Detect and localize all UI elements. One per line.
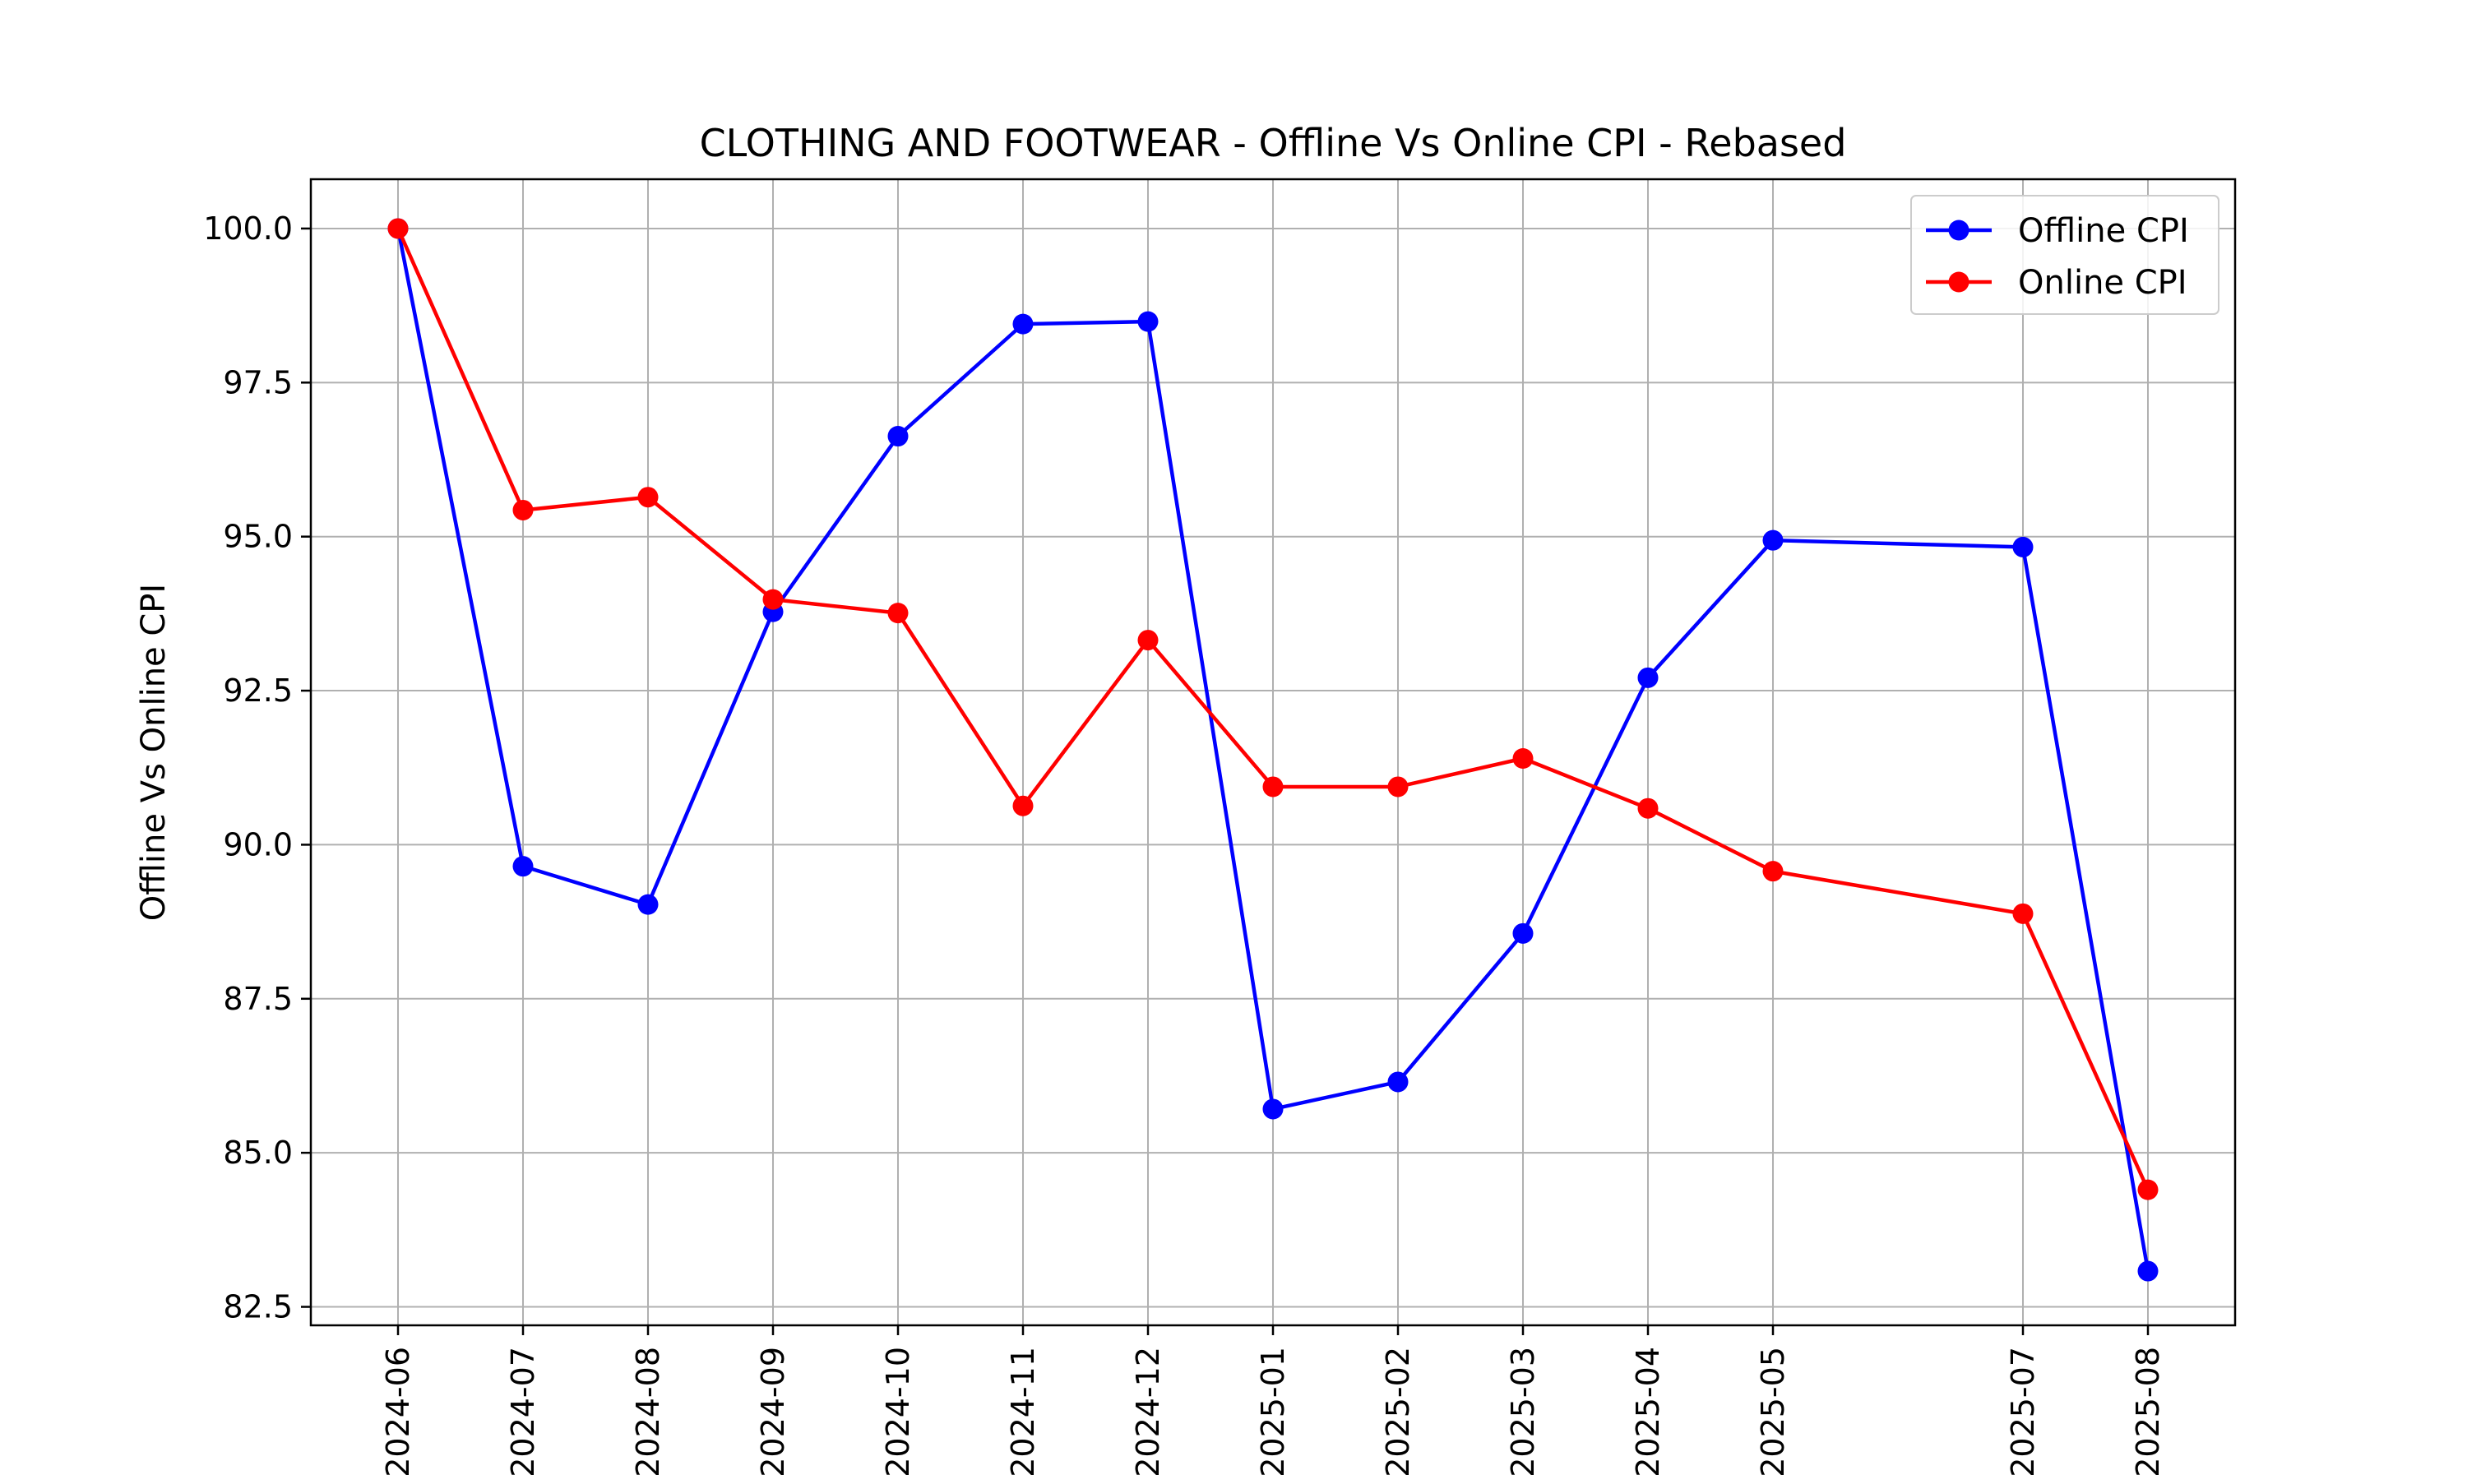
offline-cpi-point (1137, 311, 1159, 332)
offline-cpi-point (1262, 1098, 1284, 1120)
y-axis-label: Offline Vs Online CPI (135, 584, 173, 921)
y-tick-label: 90.0 (223, 826, 293, 862)
online-cpi-point (1512, 747, 1534, 769)
online-cpi-point (2012, 903, 2034, 924)
x-tick-label: 2024-08 (630, 1347, 666, 1477)
legend-offline-cpi-marker (1948, 220, 1969, 241)
online-cpi-point (1762, 861, 1784, 882)
x-tick-label: 2024-10 (880, 1347, 916, 1477)
x-tick-label: 2025-05 (1755, 1347, 1791, 1477)
legend-online-cpi-marker (1948, 271, 1969, 293)
y-tick-label: 85.0 (223, 1135, 293, 1171)
online-cpi-point (1387, 776, 1409, 797)
online-cpi-point (2137, 1179, 2159, 1200)
online-cpi-point (1137, 630, 1159, 651)
y-tick-label: 87.5 (223, 981, 293, 1017)
offline-cpi-point (2137, 1260, 2159, 1282)
legend-offline-cpi-label: Offline CPI (2018, 212, 2189, 250)
offline-cpi-point (1512, 922, 1534, 944)
online-cpi-point (387, 218, 409, 239)
y-tick-label: 95.0 (223, 519, 293, 555)
offline-cpi-point (2012, 536, 2034, 557)
axis-ticks: 2024-06 2024-07 2024-08 2024-09 2024-10 2024-… (203, 210, 2166, 1477)
y-tick-label: 97.5 (223, 364, 293, 400)
chart-legend: Offline CPI Online CPI (1910, 195, 2219, 315)
offline-cpi-point (1762, 529, 1784, 551)
online-cpi-point (762, 589, 784, 610)
x-tick-label: 2025-03 (1505, 1347, 1541, 1477)
x-tick-label: 2025-07 (2005, 1347, 2041, 1477)
offline-cpi-point (637, 894, 659, 915)
x-tick-label: 2025-08 (2130, 1347, 2166, 1477)
legend-box (1910, 195, 2219, 315)
offline-cpi-point (512, 856, 534, 877)
offline-cpi-point (1012, 313, 1034, 335)
offline-cpi-point (887, 426, 909, 447)
x-tick-label: 2024-07 (505, 1347, 541, 1477)
online-cpi-point (887, 603, 909, 624)
offline-cpi-point (1387, 1071, 1409, 1093)
online-cpi-point (637, 487, 659, 508)
y-tick-label: 82.5 (223, 1289, 293, 1325)
online-cpi-point (1262, 776, 1284, 797)
x-tick-label: 2024-09 (755, 1347, 791, 1477)
series-lines (387, 218, 2159, 1282)
online-cpi-point (512, 499, 534, 520)
online-cpi-point (1012, 795, 1034, 816)
x-tick-label: 2025-04 (1630, 1347, 1666, 1477)
y-tick-label: 92.5 (223, 673, 293, 709)
chart-title: CLOTHING AND FOOTWEAR - Offline Vs Onlin… (700, 121, 1847, 165)
x-tick-label: 2024-06 (380, 1347, 416, 1477)
x-tick-label: 2024-11 (1005, 1347, 1041, 1477)
y-tick-label: 100.0 (203, 210, 293, 247)
online-cpi-point (1637, 797, 1659, 819)
x-tick-label: 2025-02 (1380, 1347, 1416, 1477)
legend-online-cpi-label: Online CPI (2018, 264, 2187, 302)
x-tick-label: 2024-12 (1130, 1347, 1166, 1477)
offline-cpi-point (1637, 667, 1659, 688)
x-tick-label: 2025-01 (1255, 1347, 1291, 1477)
online-cpi-line (396, 228, 2150, 1191)
